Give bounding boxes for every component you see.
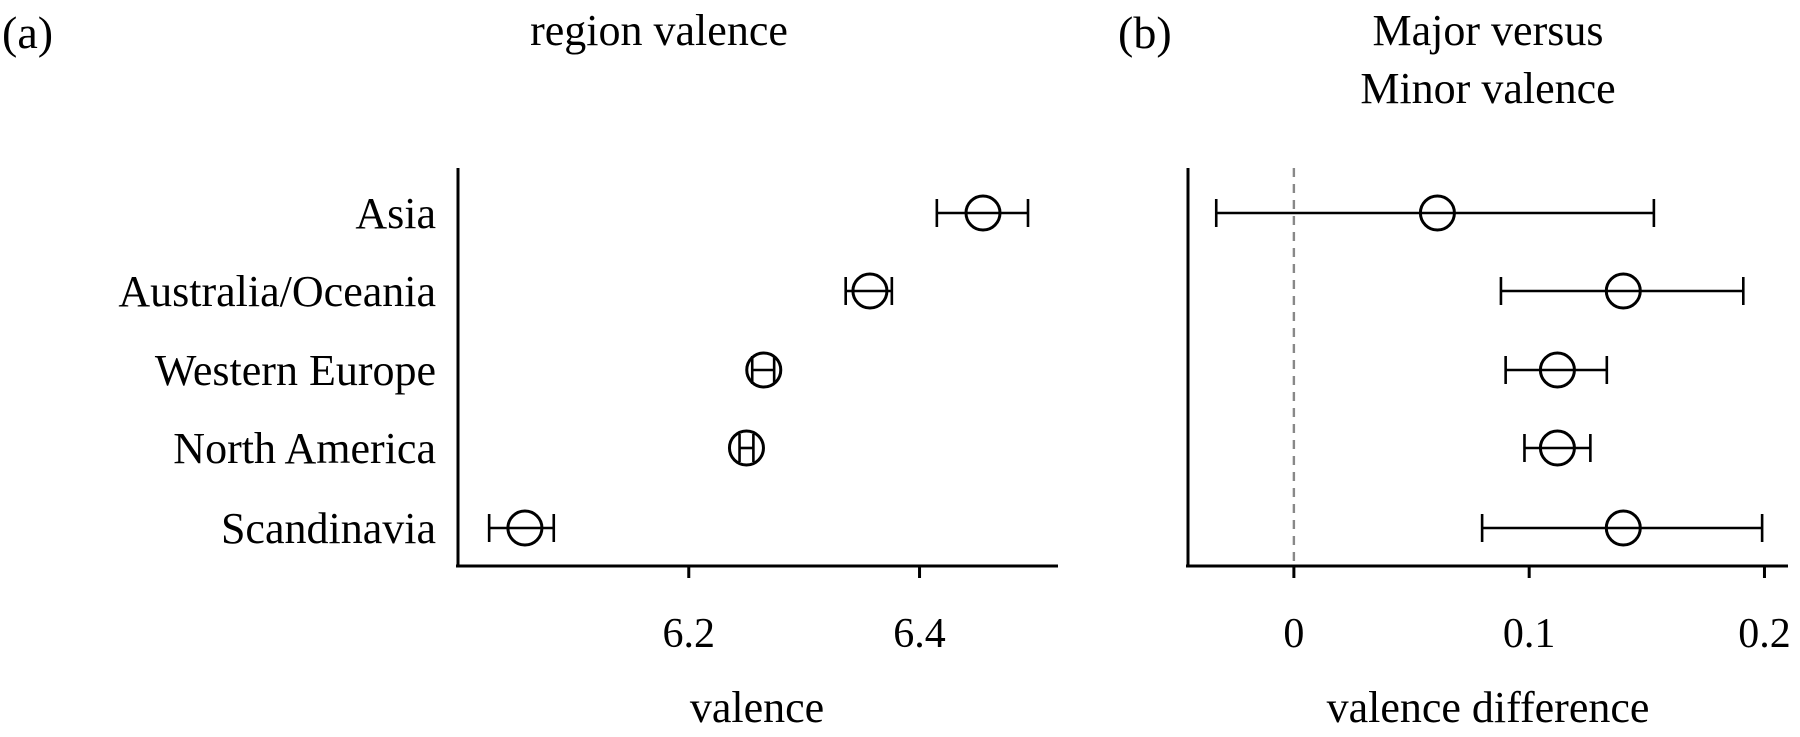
- panel-b-ticks: 0 0.1 0.2: [1283, 566, 1791, 657]
- estimate-point: [1604, 509, 1642, 547]
- estimate-point: [964, 194, 1002, 232]
- panel-a-ticks: 6.2 6.4: [663, 566, 946, 657]
- category-label: Western Europe: [155, 346, 436, 395]
- panel-b-marks: [1214, 194, 1764, 547]
- category-label: Australia/Oceania: [118, 267, 436, 316]
- panel-b-tick-label: 0.1: [1503, 611, 1556, 657]
- estimate-point: [745, 351, 783, 389]
- panel-b: (b) Major versus Minor valence 0 0.1 0.2 va…: [1118, 6, 1791, 732]
- panel-a-tick-label: 6.4: [893, 611, 946, 657]
- panel-b-tick-label: 0: [1283, 611, 1304, 657]
- category-label: Scandinavia: [221, 504, 436, 553]
- panel-a-tick-label: 6.2: [663, 611, 716, 657]
- panel-a-category-labels: Asia Australia/Oceania Western Europe North…: [118, 189, 436, 553]
- category-label: North America: [173, 424, 436, 473]
- panel-a-title: region valence: [530, 6, 788, 55]
- estimate-point: [851, 272, 889, 310]
- panel-a-marks: [487, 194, 1030, 547]
- estimate-point: [727, 429, 765, 467]
- estimate-point: [1418, 194, 1456, 232]
- estimate-point: [1538, 429, 1576, 467]
- panel-a: (a) region valence 6.2 6.4 Asia Australia/…: [2, 6, 1058, 732]
- estimate-point: [1538, 351, 1576, 389]
- panel-b-x-label: valence difference: [1327, 683, 1650, 732]
- panel-a-label: (a): [2, 7, 53, 58]
- estimate-point: [1604, 272, 1642, 310]
- estimate-point: [506, 509, 544, 547]
- panel-b-label: (b): [1118, 7, 1172, 58]
- category-label: Asia: [355, 189, 436, 238]
- panel-b-title-line-1: Major versus: [1373, 6, 1604, 55]
- panel-b-title: Major versus Minor valence: [1360, 6, 1615, 113]
- panel-b-tick-label: 0.2: [1738, 611, 1791, 657]
- panel-a-x-label: valence: [690, 683, 824, 732]
- panel-b-title-line-2: Minor valence: [1360, 64, 1615, 113]
